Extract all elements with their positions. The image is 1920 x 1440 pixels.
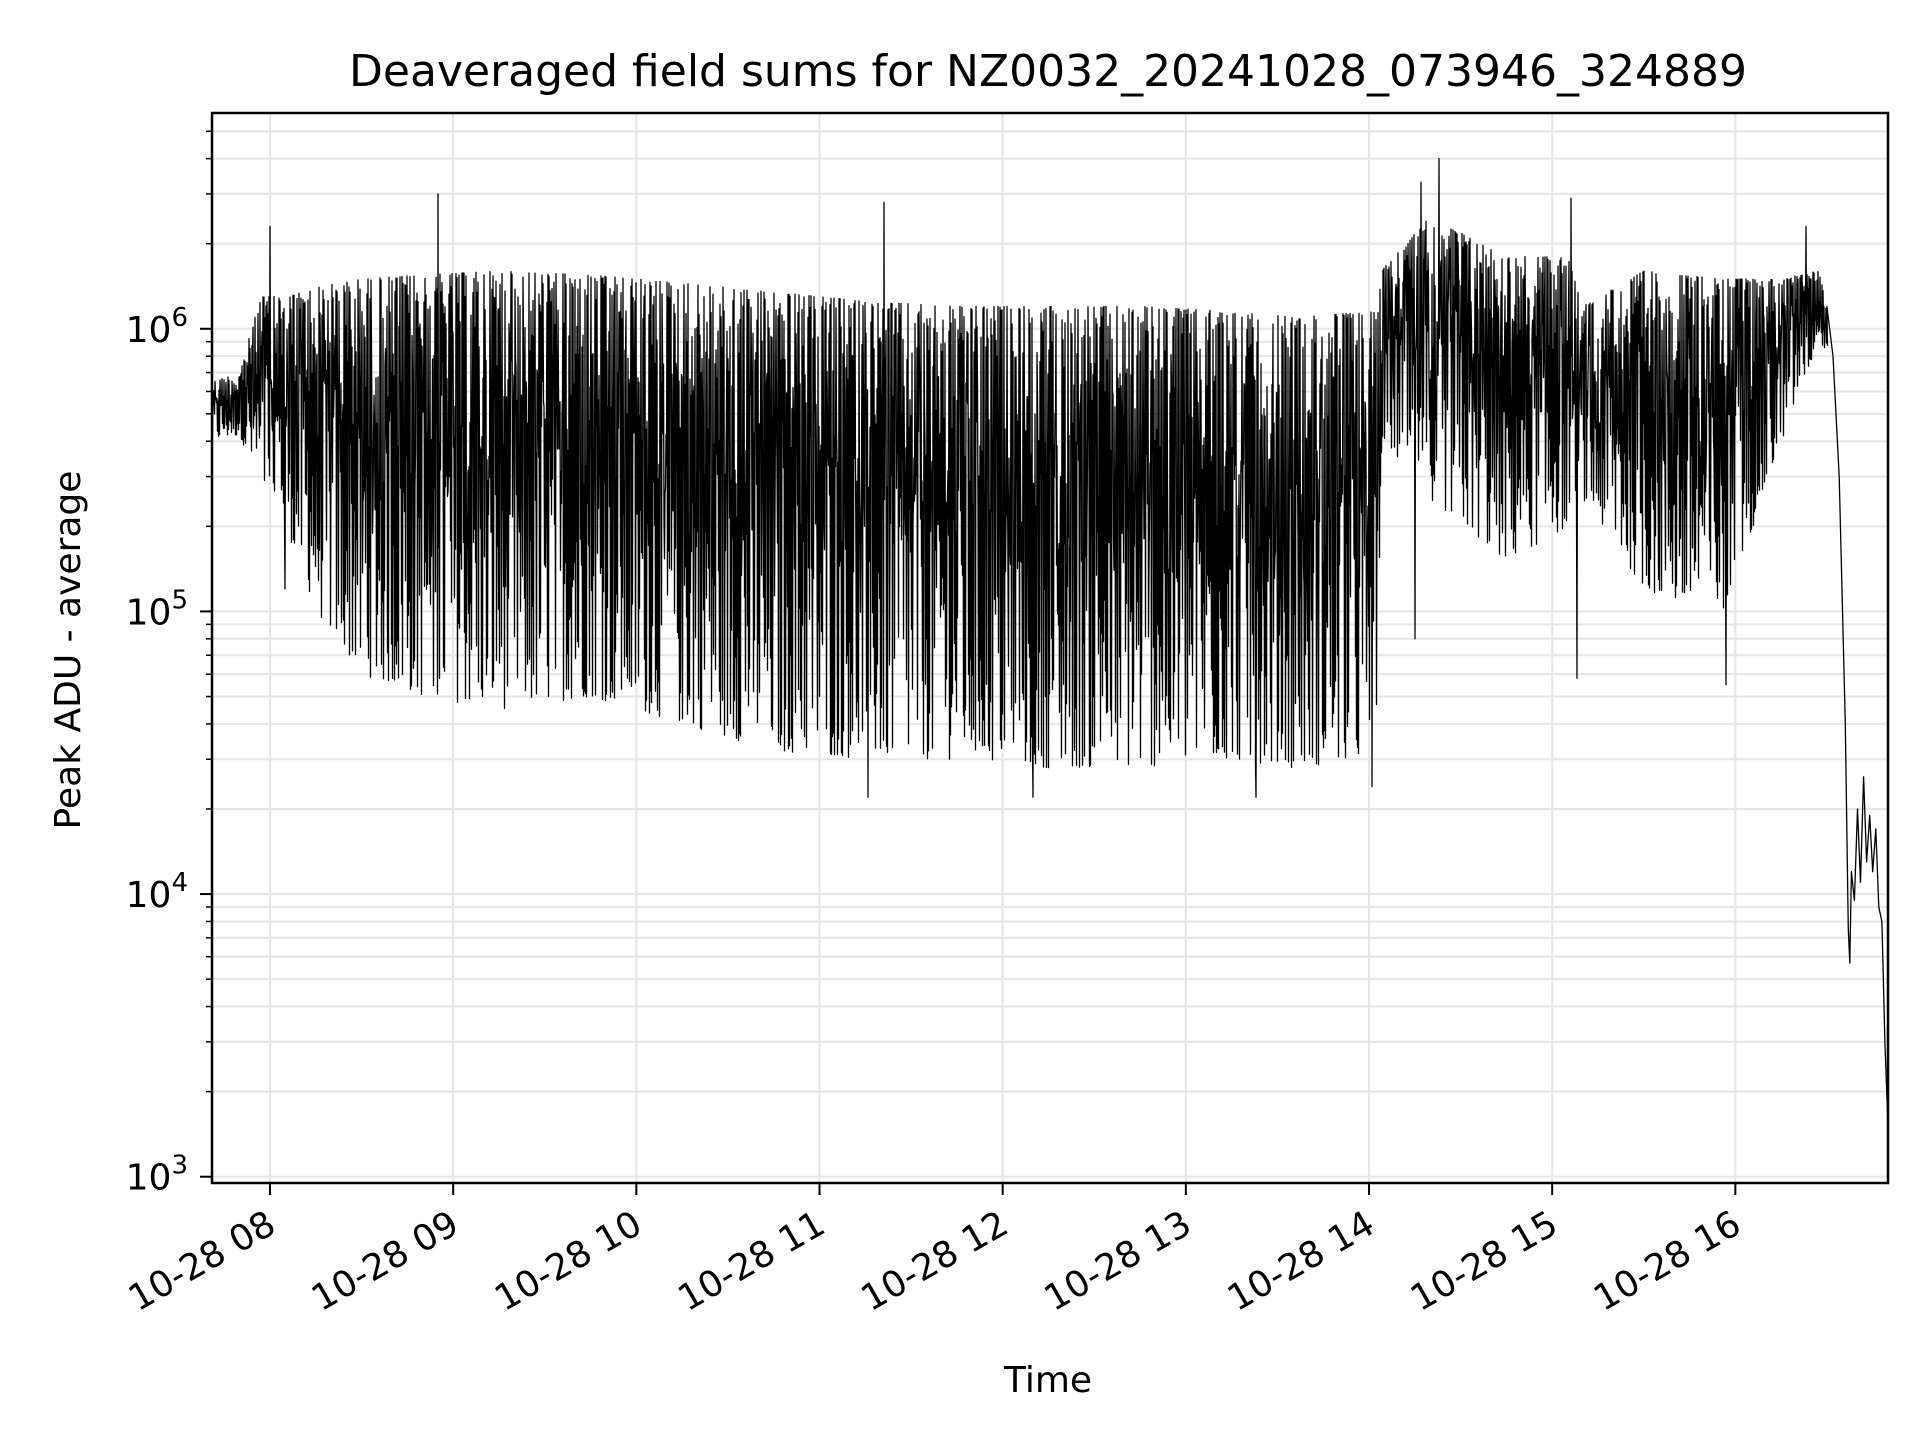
plot-frame <box>210 111 1890 1185</box>
y-axis-label: Peak ADU - average <box>48 471 89 830</box>
series-line <box>211 157 1889 1127</box>
y-axis: 103 104 105 106 <box>126 130 212 1199</box>
y-tick-label: 104 <box>126 868 188 916</box>
x-axis-label: Time <box>1003 1360 1092 1401</box>
series-path <box>211 157 1889 1127</box>
chart-title: Deaveraged field sums for NZ0032_2024102… <box>349 46 1747 97</box>
y-tick-label: 105 <box>126 585 188 633</box>
y-tick-label: 106 <box>126 303 188 351</box>
y-tick-label: 103 <box>126 1151 188 1199</box>
